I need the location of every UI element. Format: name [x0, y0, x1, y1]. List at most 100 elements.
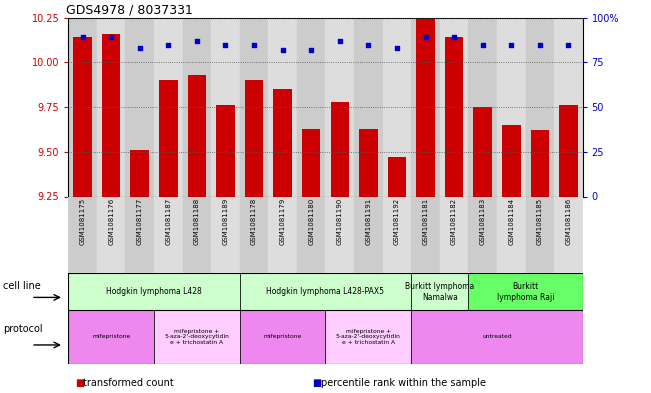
Text: protocol: protocol: [3, 324, 43, 334]
Bar: [383, 196, 411, 273]
Text: GSM1081179: GSM1081179: [280, 198, 286, 245]
Text: untreated: untreated: [482, 334, 512, 340]
Bar: [411, 196, 440, 273]
Point: [506, 41, 516, 48]
Bar: [159, 80, 178, 196]
Text: GSM1081186: GSM1081186: [565, 198, 572, 245]
Bar: [216, 105, 235, 196]
Bar: [268, 18, 297, 196]
Bar: [473, 107, 492, 196]
Bar: [187, 75, 206, 196]
Bar: [68, 18, 97, 196]
Text: GSM1081175: GSM1081175: [79, 198, 86, 245]
Bar: [68, 310, 154, 364]
Text: GSM1081177: GSM1081177: [137, 198, 143, 245]
Bar: [273, 89, 292, 196]
Bar: [297, 18, 326, 196]
Text: GSM1081187: GSM1081187: [165, 198, 171, 245]
Text: GSM1081184: GSM1081184: [508, 198, 514, 245]
Bar: [154, 196, 183, 273]
Point: [392, 45, 402, 51]
Point: [77, 34, 88, 40]
Text: GSM1081185: GSM1081185: [537, 198, 543, 245]
Bar: [411, 310, 583, 364]
Bar: [326, 310, 411, 364]
Text: Burkitt
lymphoma Raji: Burkitt lymphoma Raji: [497, 282, 554, 301]
Text: GSM1081188: GSM1081188: [194, 198, 200, 245]
Bar: [326, 196, 354, 273]
Point: [363, 41, 374, 48]
Point: [477, 41, 488, 48]
Bar: [416, 18, 435, 196]
Bar: [468, 273, 583, 310]
Bar: [559, 105, 577, 196]
Bar: [268, 196, 297, 273]
Text: Burkitt lymphoma
Namalwa: Burkitt lymphoma Namalwa: [405, 282, 475, 301]
Bar: [245, 80, 264, 196]
Text: transformed count: transformed count: [83, 378, 174, 388]
Point: [335, 38, 345, 44]
Text: Hodgkin lymphoma L428-PAX5: Hodgkin lymphoma L428-PAX5: [266, 287, 385, 296]
Point: [106, 34, 117, 40]
Text: GSM1081178: GSM1081178: [251, 198, 257, 245]
Bar: [154, 310, 240, 364]
Bar: [554, 18, 583, 196]
Bar: [440, 196, 468, 273]
Bar: [531, 130, 549, 196]
Bar: [211, 196, 240, 273]
Bar: [497, 18, 525, 196]
Point: [191, 38, 202, 44]
Bar: [354, 196, 383, 273]
Text: mifepristone +
5-aza-2'-deoxycytidin
e + trichostatin A: mifepristone + 5-aza-2'-deoxycytidin e +…: [336, 329, 401, 345]
Bar: [326, 18, 354, 196]
Text: GSM1081176: GSM1081176: [108, 198, 114, 245]
Bar: [411, 273, 468, 310]
Bar: [554, 196, 583, 273]
Bar: [297, 196, 326, 273]
Point: [163, 41, 174, 48]
Point: [306, 47, 316, 53]
Bar: [387, 157, 406, 196]
Bar: [445, 37, 464, 197]
Text: mifepristone +
5-aza-2'-deoxycytidin
e + trichostatin A: mifepristone + 5-aza-2'-deoxycytidin e +…: [165, 329, 229, 345]
Text: GSM1081182: GSM1081182: [451, 198, 457, 245]
Bar: [468, 196, 497, 273]
Text: GSM1081192: GSM1081192: [394, 198, 400, 245]
Point: [135, 45, 145, 51]
Point: [421, 34, 431, 40]
Bar: [331, 102, 349, 196]
Text: GSM1081180: GSM1081180: [308, 198, 314, 245]
Bar: [211, 18, 240, 196]
Point: [249, 41, 259, 48]
Bar: [97, 18, 126, 196]
Bar: [240, 196, 268, 273]
Bar: [354, 18, 383, 196]
Text: mifepristone: mifepristone: [264, 334, 302, 340]
Text: ■: ■: [75, 378, 84, 388]
Bar: [240, 310, 326, 364]
Bar: [440, 18, 468, 196]
Bar: [130, 150, 149, 196]
Bar: [68, 273, 240, 310]
Text: percentile rank within the sample: percentile rank within the sample: [321, 378, 486, 388]
Bar: [502, 125, 521, 196]
Bar: [383, 18, 411, 196]
Point: [220, 41, 230, 48]
Text: mifepristone: mifepristone: [92, 334, 130, 340]
Bar: [240, 18, 268, 196]
Bar: [525, 18, 554, 196]
Bar: [183, 18, 211, 196]
Bar: [68, 196, 97, 273]
Bar: [468, 18, 497, 196]
Point: [534, 41, 545, 48]
Bar: [411, 18, 440, 196]
Bar: [240, 273, 411, 310]
Text: Hodgkin lymphoma L428: Hodgkin lymphoma L428: [106, 287, 202, 296]
Bar: [302, 129, 320, 196]
Text: GSM1081190: GSM1081190: [337, 198, 343, 245]
Text: GSM1081189: GSM1081189: [223, 198, 229, 245]
Bar: [74, 37, 92, 197]
Text: GSM1081183: GSM1081183: [480, 198, 486, 245]
Bar: [183, 196, 211, 273]
Point: [449, 34, 459, 40]
